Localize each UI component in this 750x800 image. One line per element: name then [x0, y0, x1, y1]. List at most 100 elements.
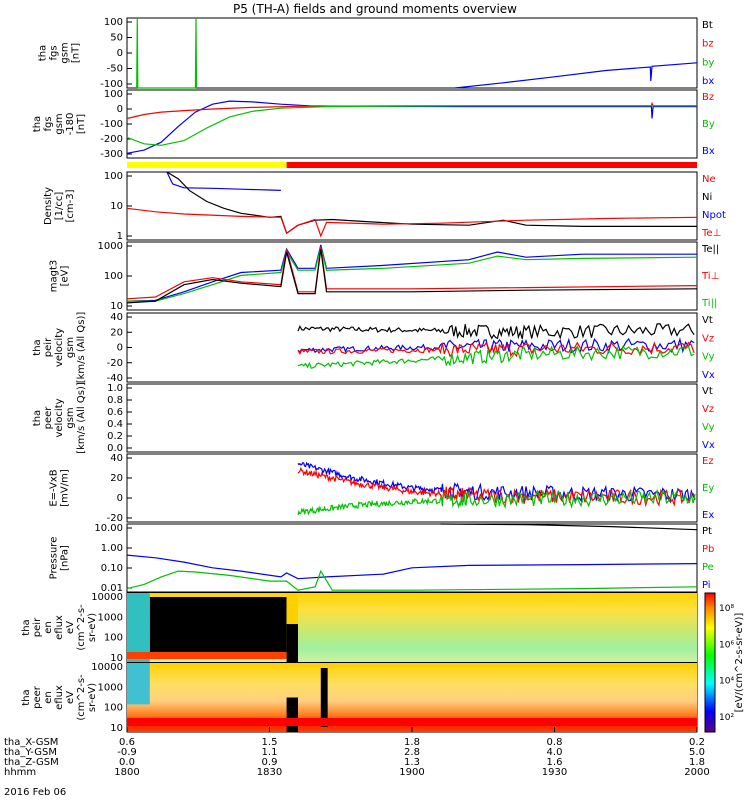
- ytick-peir: 20: [110, 327, 123, 338]
- xaxis-value: 4.0: [547, 747, 563, 758]
- panel-frame-fgs2: [126, 89, 698, 159]
- colorbar-tick: 10⁸: [719, 604, 734, 614]
- spectro-low-energy: [127, 718, 697, 726]
- mode-bar-slow: [286, 162, 697, 168]
- ytick-temp: 10: [110, 301, 123, 312]
- ytick-temp: 100: [104, 271, 123, 282]
- legend-fgs: Bt: [702, 20, 713, 31]
- legend-peer: Vt: [702, 386, 713, 397]
- legend-peer: Vx: [702, 440, 715, 451]
- ylabel-peir-spec: en: [43, 621, 54, 634]
- xaxis-value: 1900: [399, 767, 424, 778]
- ytick-fgs2: 0: [117, 104, 123, 115]
- series-fgs-blue: [454, 62, 698, 89]
- series-pressure-green: [126, 569, 698, 591]
- ytick-fgs: 50: [110, 33, 123, 44]
- spectro-band-b: [286, 697, 298, 732]
- ytick-peer-spec: 10: [110, 723, 123, 734]
- spectro-early: [127, 663, 150, 705]
- xaxis-date: 2016 Feb 06: [4, 787, 66, 798]
- legend-temp: Ti||: [701, 298, 717, 309]
- xaxis-row-label: tha_X-GSM: [4, 737, 58, 748]
- ylabel-fgs2: gsm: [54, 113, 65, 134]
- ylabel-peir: peir: [43, 337, 54, 357]
- ytick-efield: 40: [110, 453, 123, 464]
- xaxis-value: 0.8: [547, 737, 563, 748]
- ytick-peir-spec: 10000: [91, 592, 123, 603]
- ylabel-fgs: gsm: [60, 42, 71, 63]
- legend-fgs: bx: [702, 76, 714, 87]
- legend-peer: Vy: [702, 422, 715, 433]
- ylabel-pressure: [nPa]: [60, 545, 71, 571]
- ylabel-peer: gsm: [65, 407, 76, 428]
- ylabel-peir-spec: tha: [21, 619, 32, 635]
- ytick-peer: 0.8: [107, 395, 123, 406]
- series-temp-black: [126, 249, 698, 304]
- ytick-efield: -20: [107, 513, 123, 524]
- ytick-peir-spec: 100: [104, 633, 123, 644]
- legend-density: Ni: [702, 192, 712, 203]
- xaxis-value: 1830: [257, 767, 282, 778]
- xaxis-value: 0.6: [119, 737, 135, 748]
- ylabel-fgs: tha: [38, 45, 49, 61]
- ylabel-efield: [mV/m]: [60, 469, 71, 507]
- ylabel-fgs2: fgs: [43, 116, 54, 131]
- spectro-early: [127, 593, 150, 662]
- ylabel-peir-spec: sr-eV): [87, 613, 98, 642]
- xaxis-value: 0.2: [689, 737, 705, 748]
- ytick-peir: -20: [107, 358, 123, 369]
- legend-efield: Ex: [702, 510, 714, 521]
- panel-frame-temp: [126, 241, 698, 311]
- ylabel-pressure: Pressure: [49, 537, 60, 580]
- legend-peir: Vt: [702, 315, 713, 326]
- series-fgs-green: [136, 17, 198, 89]
- ylabel-peir: [km/s (All Qs)]: [76, 312, 87, 384]
- series-pressure-black: [440, 523, 698, 531]
- ytick-peer: 0.6: [107, 407, 123, 418]
- spectro-gap: [149, 597, 287, 656]
- legend-efield: Ez: [702, 456, 714, 467]
- ylabel-peer: tha: [32, 410, 43, 426]
- series-peir-green: [297, 344, 695, 369]
- ytick-peer: 0.0: [107, 443, 123, 454]
- ytick-fgs: 0: [117, 48, 123, 59]
- panel-frame-pressure: [126, 523, 698, 593]
- ytick-peir: 0: [117, 343, 123, 354]
- legend-pressure: Pe: [702, 562, 714, 573]
- ytick-efield: 0: [117, 493, 123, 504]
- series-fgs2-green: [126, 105, 697, 146]
- ytick-peer: 0.2: [107, 431, 123, 442]
- xaxis-value: 1.8: [404, 737, 420, 748]
- legend-density: Ne: [702, 174, 716, 185]
- ytick-density: 100: [104, 171, 123, 182]
- series-temp-green: [127, 246, 698, 302]
- legend-pressure: Pi: [702, 580, 711, 591]
- panel-frame-density: [126, 171, 698, 241]
- ylabel-peir-spec: eflux: [54, 615, 65, 640]
- xaxis-value: 5.0: [689, 747, 705, 758]
- xaxis-value: 2000: [684, 767, 709, 778]
- ytick-efield: 20: [110, 473, 123, 484]
- xaxis-row-label: tha_Y-GSM: [4, 747, 57, 758]
- ylabel-peir-spec: peir: [32, 617, 43, 637]
- colorbar: [704, 592, 716, 733]
- ytick-fgs: -50: [107, 64, 123, 75]
- legend-peer: Vz: [702, 404, 714, 415]
- ylabel-fgs2: tha: [32, 116, 43, 132]
- colorbar-tick: 10⁶: [719, 640, 734, 650]
- xaxis-value: 1.5: [262, 737, 278, 748]
- ylabel-peer-spec: tha: [21, 689, 32, 705]
- xaxis-value: -0.9: [117, 747, 137, 758]
- ylabel-peer-spec: peer: [32, 685, 43, 709]
- ytick-peir: -40: [107, 373, 123, 384]
- ylabel-peer: [km/s (All Qs)]: [76, 382, 87, 454]
- legend-temp: Te||: [701, 244, 719, 255]
- mode-bar-fast: [127, 162, 287, 168]
- ytick-density: 1: [117, 231, 123, 242]
- ylabel-fgs2: [nT]: [76, 114, 87, 134]
- xaxis-value: 1.8: [689, 757, 705, 768]
- series-fgs2-blue: [126, 100, 697, 154]
- panel-frame-peir: [126, 312, 698, 383]
- ytick-peer-spec: 10000: [91, 662, 123, 673]
